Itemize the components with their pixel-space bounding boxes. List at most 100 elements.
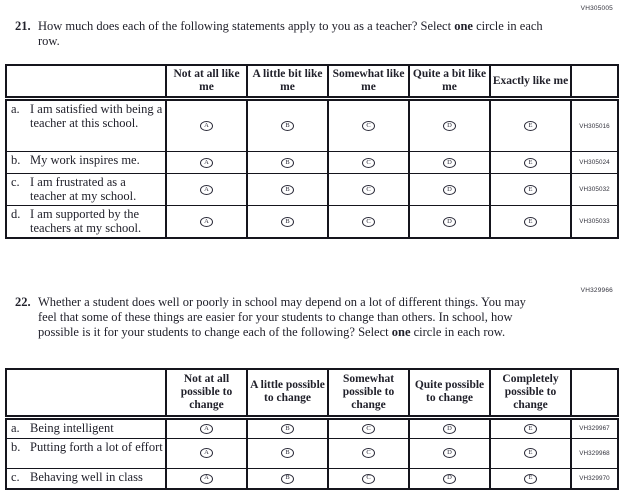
answer-bubble-a[interactable]: A bbox=[200, 216, 213, 227]
question-21-prompt: 21. How much does each of the following … bbox=[15, 19, 543, 49]
answer-bubble-b[interactable]: B bbox=[281, 473, 294, 484]
statement-text: I am supported by the teachers at my sch… bbox=[30, 207, 142, 235]
answer-bubble-b[interactable]: B bbox=[281, 448, 294, 459]
question-21-number: 21. bbox=[15, 19, 31, 33]
answer-bubble-d[interactable]: D bbox=[443, 473, 456, 484]
answer-bubble-a[interactable]: A bbox=[200, 448, 213, 459]
answer-bubble-a[interactable]: A bbox=[200, 157, 213, 168]
column-header: A little possible to change bbox=[246, 368, 329, 420]
option-cell: A bbox=[165, 205, 248, 239]
column-header: A little bit like me bbox=[246, 64, 329, 101]
option-cell: D bbox=[408, 437, 491, 469]
row-letter: c. bbox=[11, 175, 20, 189]
question-22-text: Whether a student does well or poorly in… bbox=[38, 295, 543, 340]
answer-bubble-e[interactable]: E bbox=[524, 216, 537, 227]
question-21-text-before: How much does each of the following stat… bbox=[38, 19, 455, 33]
column-header: Quite a bit like me bbox=[408, 64, 491, 101]
answer-bubble-e[interactable]: E bbox=[524, 184, 537, 195]
answer-bubble-e[interactable]: E bbox=[524, 448, 537, 459]
option-cell: E bbox=[489, 416, 572, 439]
answer-bubble-d[interactable]: D bbox=[443, 157, 456, 168]
answer-bubble-e[interactable]: E bbox=[524, 121, 537, 132]
statement-text: My work inspires me. bbox=[30, 153, 140, 167]
column-header: Not at all like me bbox=[165, 64, 248, 101]
option-cell: C bbox=[327, 467, 410, 490]
question-21-table: Not at all like me A little bit like me … bbox=[5, 64, 619, 239]
answer-bubble-b[interactable]: B bbox=[281, 423, 294, 434]
option-cell: D bbox=[408, 467, 491, 490]
option-cell: B bbox=[246, 205, 329, 239]
row-letter: a. bbox=[11, 420, 20, 435]
option-cell: D bbox=[408, 416, 491, 439]
question-22-prompt: 22. Whether a student does well or poorl… bbox=[15, 295, 543, 340]
answer-bubble-e[interactable]: E bbox=[524, 423, 537, 434]
option-cell: B bbox=[246, 437, 329, 469]
option-cell: A bbox=[165, 416, 248, 439]
column-header: Exactly like me bbox=[489, 64, 572, 101]
answer-bubble-c[interactable]: C bbox=[362, 423, 375, 434]
answer-bubble-a[interactable]: A bbox=[200, 121, 213, 132]
item-code: VH329967 bbox=[570, 416, 619, 439]
option-cell: D bbox=[408, 205, 491, 239]
option-cell: E bbox=[489, 98, 572, 152]
answer-bubble-b[interactable]: B bbox=[281, 121, 294, 132]
answer-bubble-a[interactable]: A bbox=[200, 423, 213, 434]
question-21-accession-code: VH305005 bbox=[580, 5, 613, 12]
option-cell: B bbox=[246, 416, 329, 439]
statement-cell: c. I am frustrated as a teacher at my sch… bbox=[5, 173, 167, 206]
answer-bubble-c[interactable]: C bbox=[362, 157, 375, 168]
answer-bubble-a[interactable]: A bbox=[200, 184, 213, 195]
answer-bubble-c[interactable]: C bbox=[362, 473, 375, 484]
column-header: Quite possible to change bbox=[408, 368, 491, 420]
option-cell: A bbox=[165, 173, 248, 206]
option-cell: E bbox=[489, 437, 572, 469]
answer-bubble-c[interactable]: C bbox=[362, 448, 375, 459]
option-cell: E bbox=[489, 205, 572, 239]
table-row: c. Behaving well in class A B C D E VH329… bbox=[5, 467, 619, 490]
option-cell: E bbox=[489, 467, 572, 490]
answer-bubble-c[interactable]: C bbox=[362, 216, 375, 227]
statement-header-empty bbox=[5, 368, 167, 420]
answer-bubble-d[interactable]: D bbox=[443, 216, 456, 227]
option-cell: E bbox=[489, 173, 572, 206]
option-cell: C bbox=[327, 205, 410, 239]
answer-bubble-d[interactable]: D bbox=[443, 423, 456, 434]
option-cell: C bbox=[327, 173, 410, 206]
statement-text: Behaving well in class bbox=[30, 469, 143, 484]
answer-bubble-e[interactable]: E bbox=[524, 157, 537, 168]
answer-bubble-a[interactable]: A bbox=[200, 473, 213, 484]
table-row: b. Putting forth a lot of effort A B C D … bbox=[5, 437, 619, 469]
answer-bubble-c[interactable]: C bbox=[362, 121, 375, 132]
statement-text: I am frustrated as a teacher at my schoo… bbox=[30, 175, 137, 203]
question-22-text-bold: one bbox=[391, 325, 411, 339]
answer-bubble-b[interactable]: B bbox=[281, 184, 294, 195]
column-header: Completely possible to change bbox=[489, 368, 572, 420]
rating-table-q21: Not at all like me A little bit like me … bbox=[5, 64, 619, 239]
answer-bubble-e[interactable]: E bbox=[524, 473, 537, 484]
row-letter: d. bbox=[11, 207, 21, 221]
option-cell: C bbox=[327, 98, 410, 152]
option-cell: B bbox=[246, 151, 329, 174]
statement-cell: a. I am satisfied with being a teacher at… bbox=[5, 98, 167, 152]
question-21-text-bold: one bbox=[454, 19, 473, 33]
option-cell: A bbox=[165, 467, 248, 490]
answer-bubble-d[interactable]: D bbox=[443, 184, 456, 195]
question-21-text-after: circle in each row. bbox=[38, 19, 543, 48]
answer-bubble-d[interactable]: D bbox=[443, 448, 456, 459]
statement-cell: a. Being intelligent bbox=[5, 416, 167, 439]
answer-bubble-d[interactable]: D bbox=[443, 121, 456, 132]
table-row: a. Being intelligent A B C D E VH329967 bbox=[5, 416, 619, 439]
rating-table-q22: Not at all possible to change A little p… bbox=[5, 368, 619, 490]
statement-cell: d. I am supported by the teachers at my s… bbox=[5, 205, 167, 239]
answer-bubble-c[interactable]: C bbox=[362, 184, 375, 195]
question-21-text: How much does each of the following stat… bbox=[38, 19, 543, 49]
statement-text: I am satisfied with being a teacher at t… bbox=[30, 102, 163, 130]
row-letter: b. bbox=[11, 439, 21, 454]
answer-bubble-b[interactable]: B bbox=[281, 157, 294, 168]
answer-bubble-b[interactable]: B bbox=[281, 216, 294, 227]
item-code: VH305016 bbox=[570, 98, 619, 152]
table-row: d. I am supported by the teachers at my s… bbox=[5, 205, 619, 239]
option-cell: E bbox=[489, 151, 572, 174]
statement-header-empty bbox=[5, 64, 167, 101]
